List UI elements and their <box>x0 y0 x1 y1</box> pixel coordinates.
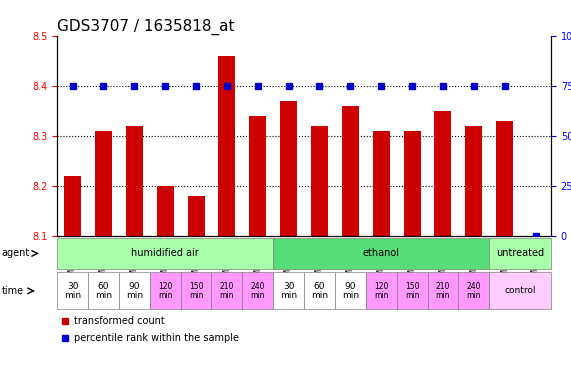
Bar <box>366 272 397 310</box>
Text: agent: agent <box>2 248 30 258</box>
Text: 150
min: 150 min <box>189 281 203 300</box>
Text: 30
min: 30 min <box>64 281 81 300</box>
Bar <box>304 272 335 310</box>
Bar <box>342 106 359 236</box>
Bar <box>150 272 180 310</box>
Bar <box>242 272 273 310</box>
Bar <box>397 272 428 310</box>
Text: humidified air: humidified air <box>131 248 199 258</box>
Bar <box>435 111 452 236</box>
Bar <box>88 272 119 310</box>
Bar <box>187 196 204 236</box>
Text: 210
min: 210 min <box>220 281 234 300</box>
Bar <box>57 238 273 269</box>
Text: transformed count: transformed count <box>74 316 165 326</box>
Bar <box>250 116 266 236</box>
Text: 240
min: 240 min <box>467 281 481 300</box>
Bar <box>119 272 150 310</box>
Text: 90
min: 90 min <box>126 281 143 300</box>
Bar <box>404 131 421 236</box>
Bar <box>489 238 551 269</box>
Text: time: time <box>2 286 24 296</box>
Bar <box>64 176 81 236</box>
Bar <box>211 272 242 310</box>
Bar <box>180 272 211 310</box>
Text: 60
min: 60 min <box>311 281 328 300</box>
Bar <box>126 126 143 236</box>
Text: 60
min: 60 min <box>95 281 112 300</box>
Bar <box>459 272 489 310</box>
Text: control: control <box>504 286 536 295</box>
Text: ethanol: ethanol <box>363 248 400 258</box>
Bar <box>465 126 482 236</box>
Bar <box>273 238 489 269</box>
Text: untreated: untreated <box>496 248 544 258</box>
Text: 210
min: 210 min <box>436 281 450 300</box>
Text: 240
min: 240 min <box>251 281 265 300</box>
Bar <box>273 272 304 310</box>
Bar <box>335 272 366 310</box>
Bar <box>218 56 235 236</box>
Bar <box>428 272 459 310</box>
Text: 120
min: 120 min <box>158 281 172 300</box>
Bar <box>489 272 551 310</box>
Bar <box>95 131 112 236</box>
Text: percentile rank within the sample: percentile rank within the sample <box>74 333 239 343</box>
Bar <box>57 272 88 310</box>
Text: 90
min: 90 min <box>342 281 359 300</box>
Text: 30
min: 30 min <box>280 281 297 300</box>
Bar <box>311 126 328 236</box>
Bar <box>156 186 174 236</box>
Bar <box>496 121 513 236</box>
Text: 120
min: 120 min <box>374 281 388 300</box>
Bar <box>373 131 390 236</box>
Text: GDS3707 / 1635818_at: GDS3707 / 1635818_at <box>57 19 235 35</box>
Text: 150
min: 150 min <box>405 281 419 300</box>
Bar <box>280 101 297 236</box>
